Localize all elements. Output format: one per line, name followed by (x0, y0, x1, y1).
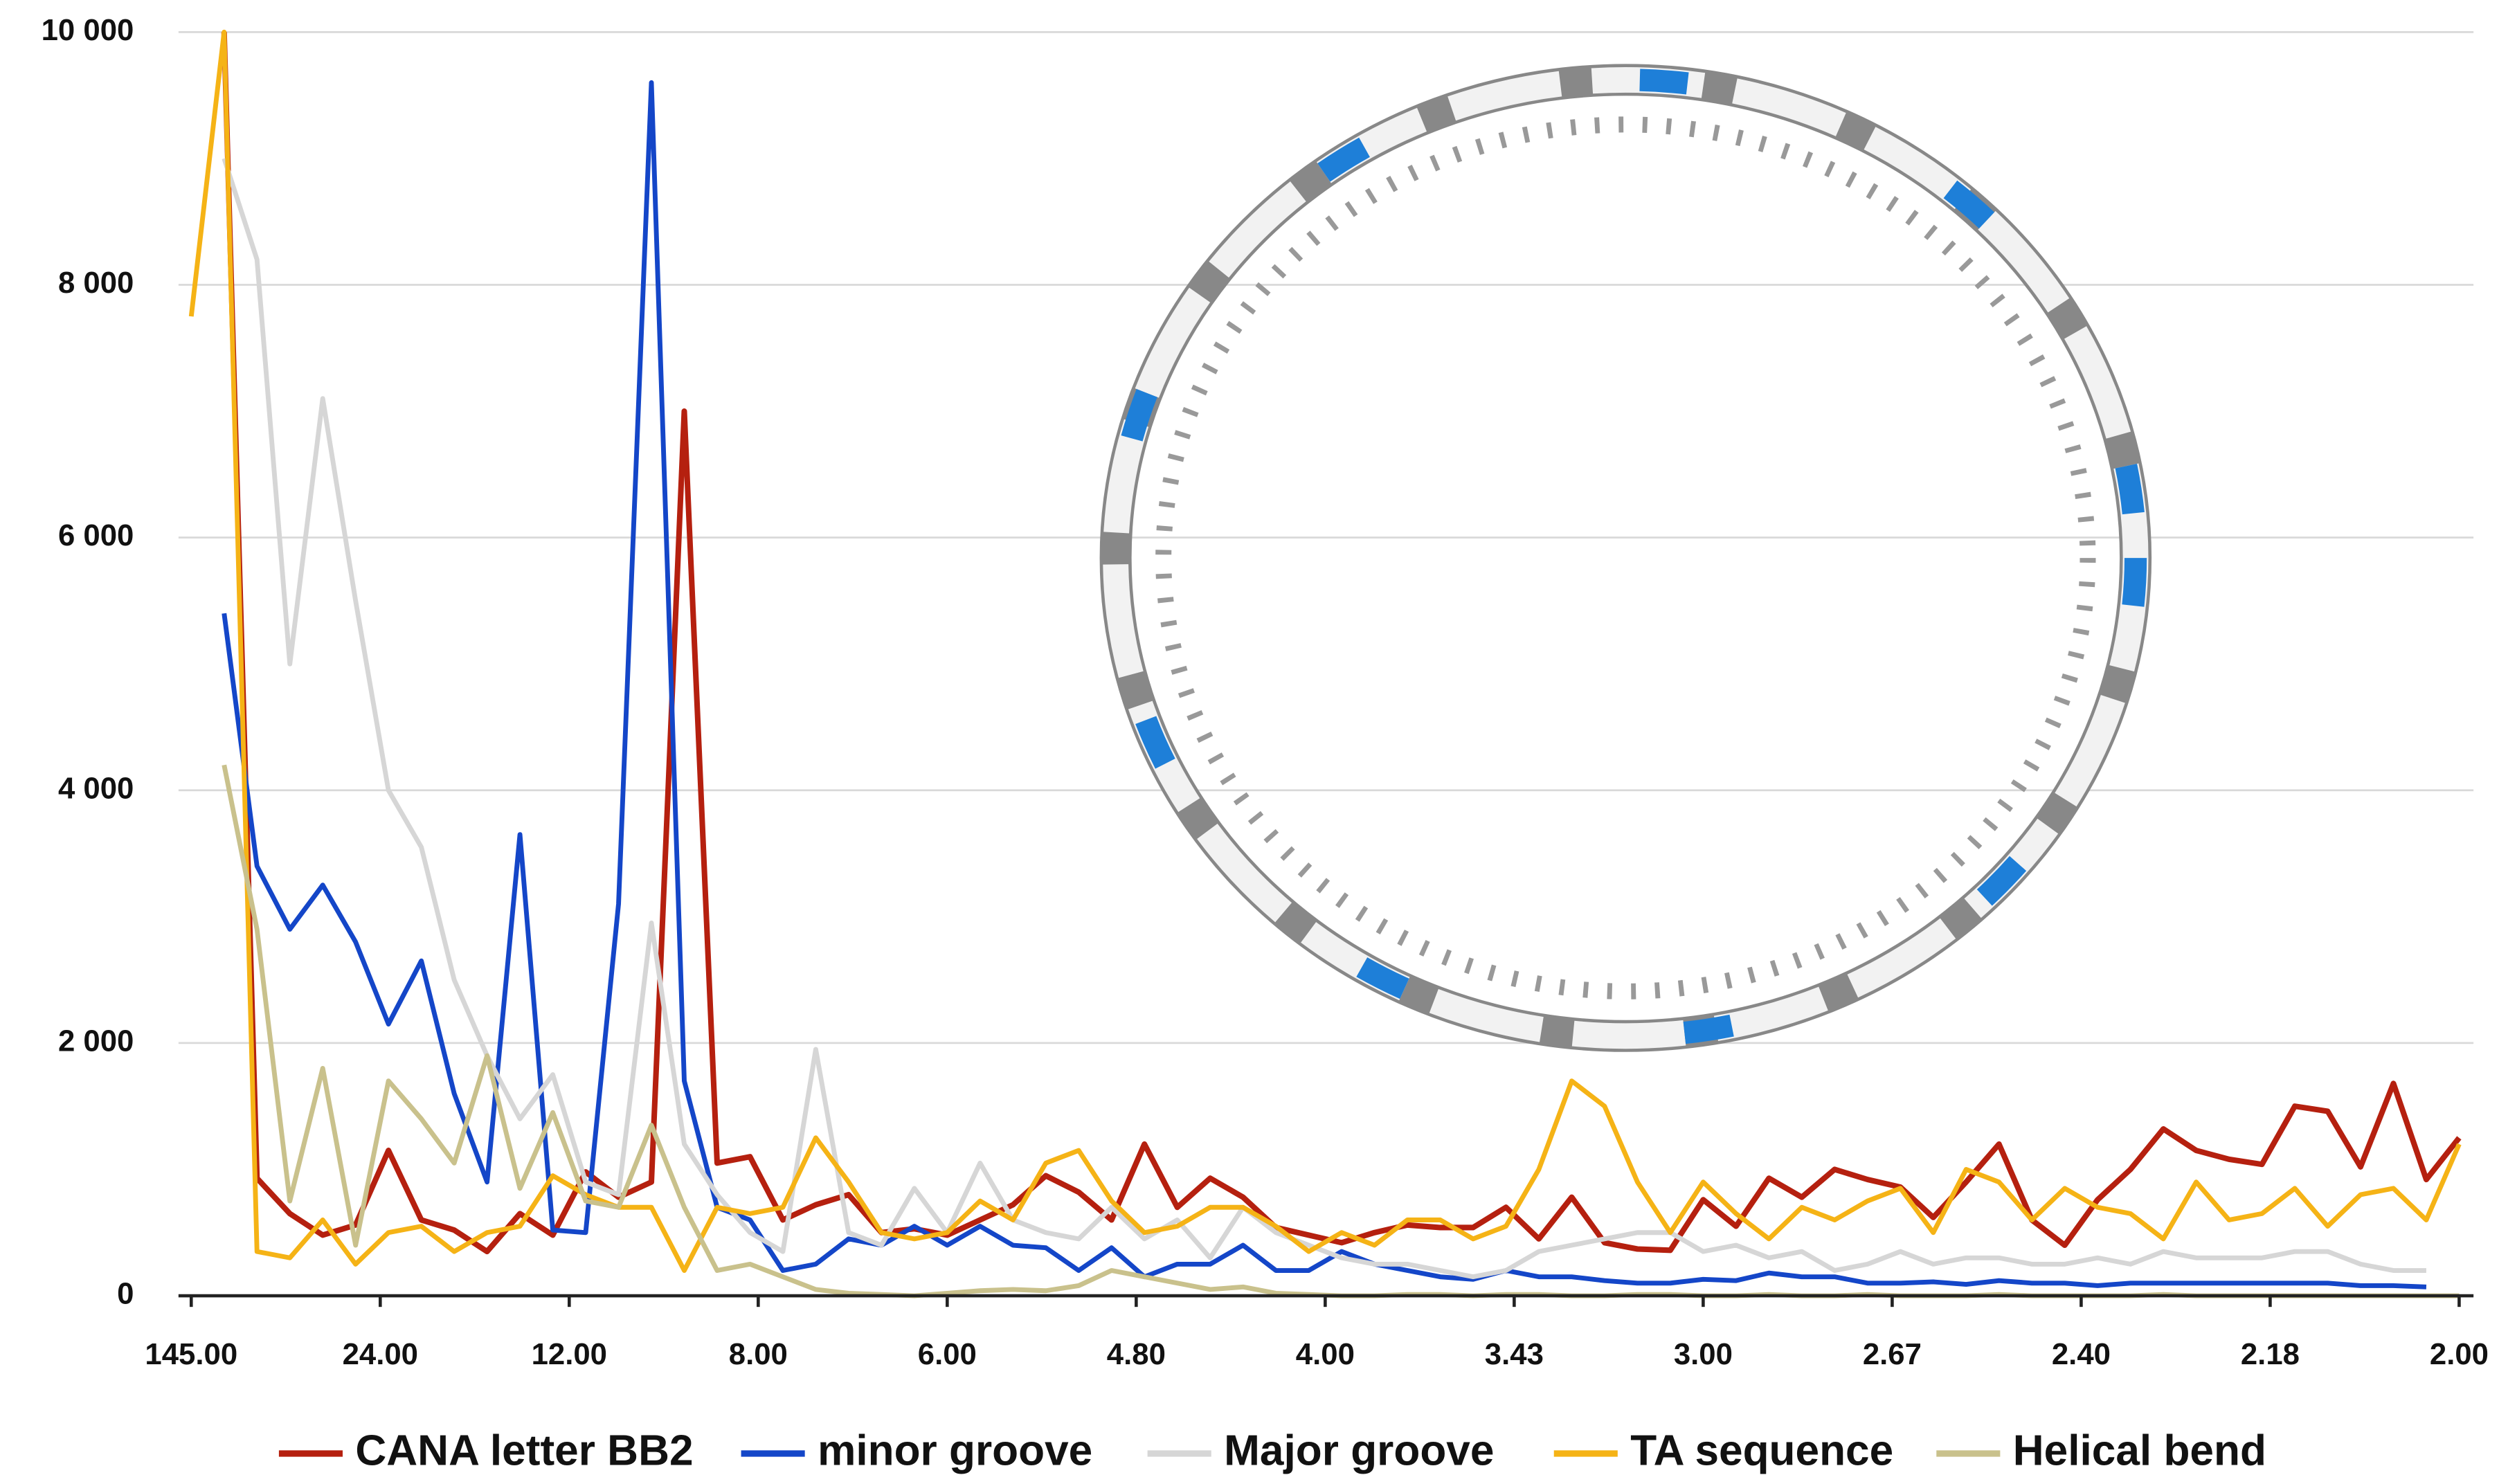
x-tick-label: 8.00 (729, 1337, 788, 1371)
dna-ring-highlight (1104, 69, 2147, 1047)
x-tick-label: 12.00 (532, 1337, 607, 1371)
series-line (222, 157, 2426, 1280)
series-line (221, 32, 2462, 1255)
x-tick-label: 2.67 (1863, 1337, 1922, 1371)
legend-label: Major groove (1224, 1427, 1494, 1474)
legend-label: Helical bend (2013, 1427, 2266, 1474)
x-tick-label: 145.00 (145, 1337, 237, 1371)
x-tick-label: 4.00 (1296, 1337, 1355, 1371)
x-tick-label: 3.43 (1485, 1337, 1544, 1371)
y-tick-label: 4 000 (58, 771, 134, 805)
legend-label: TA sequence (1630, 1427, 1893, 1474)
x-tick-label: 2.18 (2241, 1337, 2300, 1371)
y-tick-label: 6 000 (58, 518, 134, 552)
series-line (222, 764, 2460, 1298)
y-tick-label: 8 000 (58, 266, 134, 300)
legend-label: CANA letter BB2 (355, 1427, 693, 1474)
x-tick-label: 2.00 (2430, 1337, 2489, 1371)
dna-bases (1155, 116, 2096, 999)
x-tick-label: 3.00 (1674, 1337, 1733, 1371)
x-tick-label: 6.00 (918, 1337, 977, 1371)
y-tick-label: 10 000 (42, 13, 134, 47)
series-line (188, 29, 2462, 1273)
series-line (222, 80, 2427, 1290)
x-tick-label: 24.00 (343, 1337, 418, 1371)
x-tick-label: 2.40 (2052, 1337, 2111, 1371)
x-tick-label: 4.80 (1107, 1337, 1166, 1371)
y-tick-label: 2 000 (58, 1024, 134, 1058)
dna-inset (1099, 64, 2152, 1052)
labels: 0 2 000 4 000 6 000 8 000 10 000 145.00 24.00 12… (42, 13, 2489, 1475)
legend-label: minor groove (818, 1427, 1092, 1474)
y-tick-label: 0 (117, 1277, 134, 1311)
